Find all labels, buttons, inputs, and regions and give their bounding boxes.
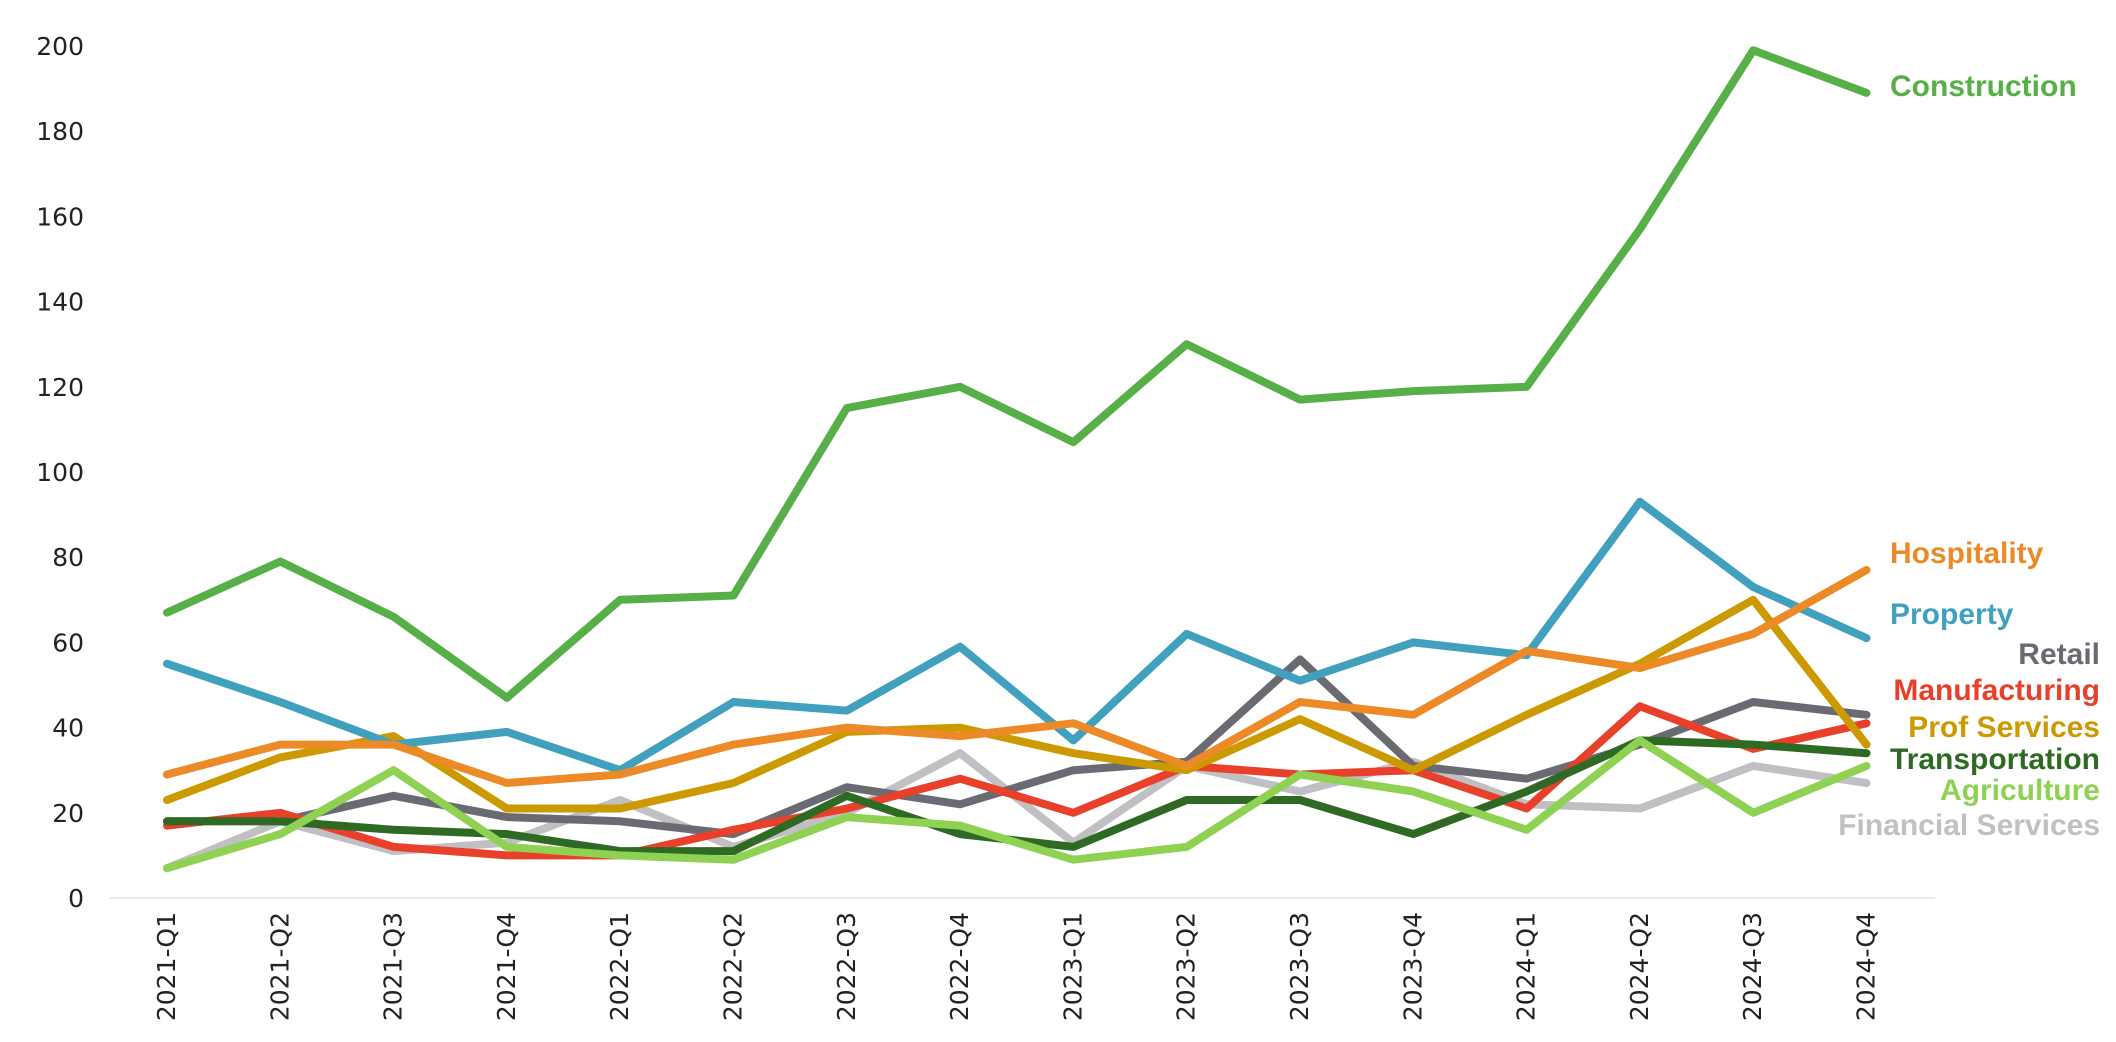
y-tick-label: 120 xyxy=(36,373,84,402)
x-tick-label: 2023-Q1 xyxy=(1058,912,1087,1021)
series-line-hospitality xyxy=(163,566,1871,787)
x-tick-label: 2021-Q1 xyxy=(152,912,181,1021)
x-tick-label: 2022-Q4 xyxy=(945,912,974,1021)
x-tick-label: 2023-Q4 xyxy=(1398,912,1427,1021)
series-label-construction: Construction xyxy=(1890,70,2077,103)
y-tick-label: 140 xyxy=(36,288,84,317)
y-axis: 0 20 40 60 80 100 120 140 160 180 200 xyxy=(36,32,84,913)
series-line-property xyxy=(163,497,1871,775)
x-tick-label: 2022-Q3 xyxy=(832,912,861,1021)
x-tick-label: 2024-Q2 xyxy=(1625,912,1654,1021)
series-label-agriculture: Agriculture xyxy=(1940,774,2100,807)
series-label-manufacturing: Manufacturing xyxy=(1893,674,2100,707)
y-tick-label: 20 xyxy=(52,799,84,828)
series-label-hospitality: Hospitality xyxy=(1890,537,2044,570)
x-tick-label: 2022-Q2 xyxy=(719,912,748,1021)
x-tick-label: 2021-Q3 xyxy=(379,912,408,1021)
series-label-property: Property xyxy=(1890,598,2014,631)
y-tick-label: 80 xyxy=(52,543,84,572)
series-label-transportation: Transportation xyxy=(1890,743,2100,776)
y-tick-label: 40 xyxy=(52,714,84,743)
series-line-construction xyxy=(163,46,1871,702)
x-tick-label: 2024-Q4 xyxy=(1852,912,1881,1021)
series-label-retail: Retail xyxy=(2018,638,2100,671)
y-tick-label: 200 xyxy=(36,32,84,61)
x-tick-label: 2022-Q1 xyxy=(605,912,634,1021)
x-axis: 2021-Q1 2021-Q2 2021-Q3 2021-Q4 2022-Q1 2022-… xyxy=(110,897,1935,1021)
x-tick-label: 2021-Q4 xyxy=(492,912,521,1021)
x-tick-label: 2024-Q1 xyxy=(1512,912,1541,1021)
y-tick-label: 100 xyxy=(36,458,84,487)
x-tick-label: 2023-Q2 xyxy=(1172,912,1201,1021)
series-line-agriculture xyxy=(163,736,1871,873)
y-tick-label: 60 xyxy=(52,628,84,657)
x-tick-label: 2021-Q2 xyxy=(265,912,294,1021)
series-lines xyxy=(163,46,1871,873)
x-tick-label: 2023-Q3 xyxy=(1285,912,1314,1021)
x-tick-label: 2024-Q3 xyxy=(1738,912,1767,1021)
series-line-manufacturing xyxy=(163,702,1871,860)
series-label-prof-services: Prof Services xyxy=(1908,711,2100,744)
series-line-prof-services xyxy=(163,595,1871,813)
series-label-financial-services: Financial Services xyxy=(1838,809,2100,842)
y-tick-label: 160 xyxy=(36,202,84,231)
y-tick-label: 180 xyxy=(36,117,84,146)
y-tick-label: 0 xyxy=(68,884,84,913)
